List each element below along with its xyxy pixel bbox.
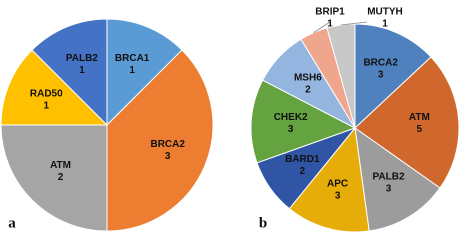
slice-name: RAD50 [30,88,63,99]
slice-name: BARD1 [285,154,320,165]
slice-value: 3 [386,184,392,195]
slice-name: BRCA1 [115,53,150,64]
panel-label: a [8,215,16,231]
slice-value: 1 [79,65,85,76]
pie-slice [250,79,357,164]
slice-name: CHEK2 [274,112,308,123]
pie-slice [31,18,108,127]
slice-name: BRCA2 [150,139,185,150]
slice-value: 3 [165,151,171,162]
slice-value: 1 [44,100,50,111]
pie-slice [288,126,370,233]
slice-name: APC [327,179,348,190]
slice-value: 3 [378,69,384,80]
pie-slice [354,126,441,232]
slice-name: BRIP1 [315,7,345,18]
slice-name: MSH6 [294,73,322,84]
slice-value: 3 [335,191,341,202]
slice-value: 2 [300,166,306,177]
slice-name: ATM [409,112,430,123]
slice-name: PALB2 [372,172,404,183]
slice-name: PALB2 [66,53,98,64]
slice-name: BRCA2 [363,57,398,68]
slice-name: MUTYH [367,7,403,18]
panel-label: b [259,215,267,231]
slice-value: 1 [382,19,388,30]
leader-line [313,21,331,33]
pie-slice [0,124,108,232]
pie-slice [326,23,356,129]
slice-value: 1 [129,65,135,76]
figure: BRCA11BRCA23ATM2RAD501PALB21aBRCA23ATM5P… [0,7,460,233]
slice-value: 3 [288,124,294,135]
pie-slice [354,56,460,189]
pie-slice [354,23,432,130]
slice-value: 5 [417,124,423,135]
slice-value: 1 [327,19,333,30]
pie-slice [106,18,183,127]
leader-line [340,21,368,26]
slice-value: 2 [58,172,64,183]
pie-slice [0,49,109,126]
slice-value: 2 [305,85,311,96]
pie-slice [106,49,214,232]
slice-name: ATM [50,160,71,171]
